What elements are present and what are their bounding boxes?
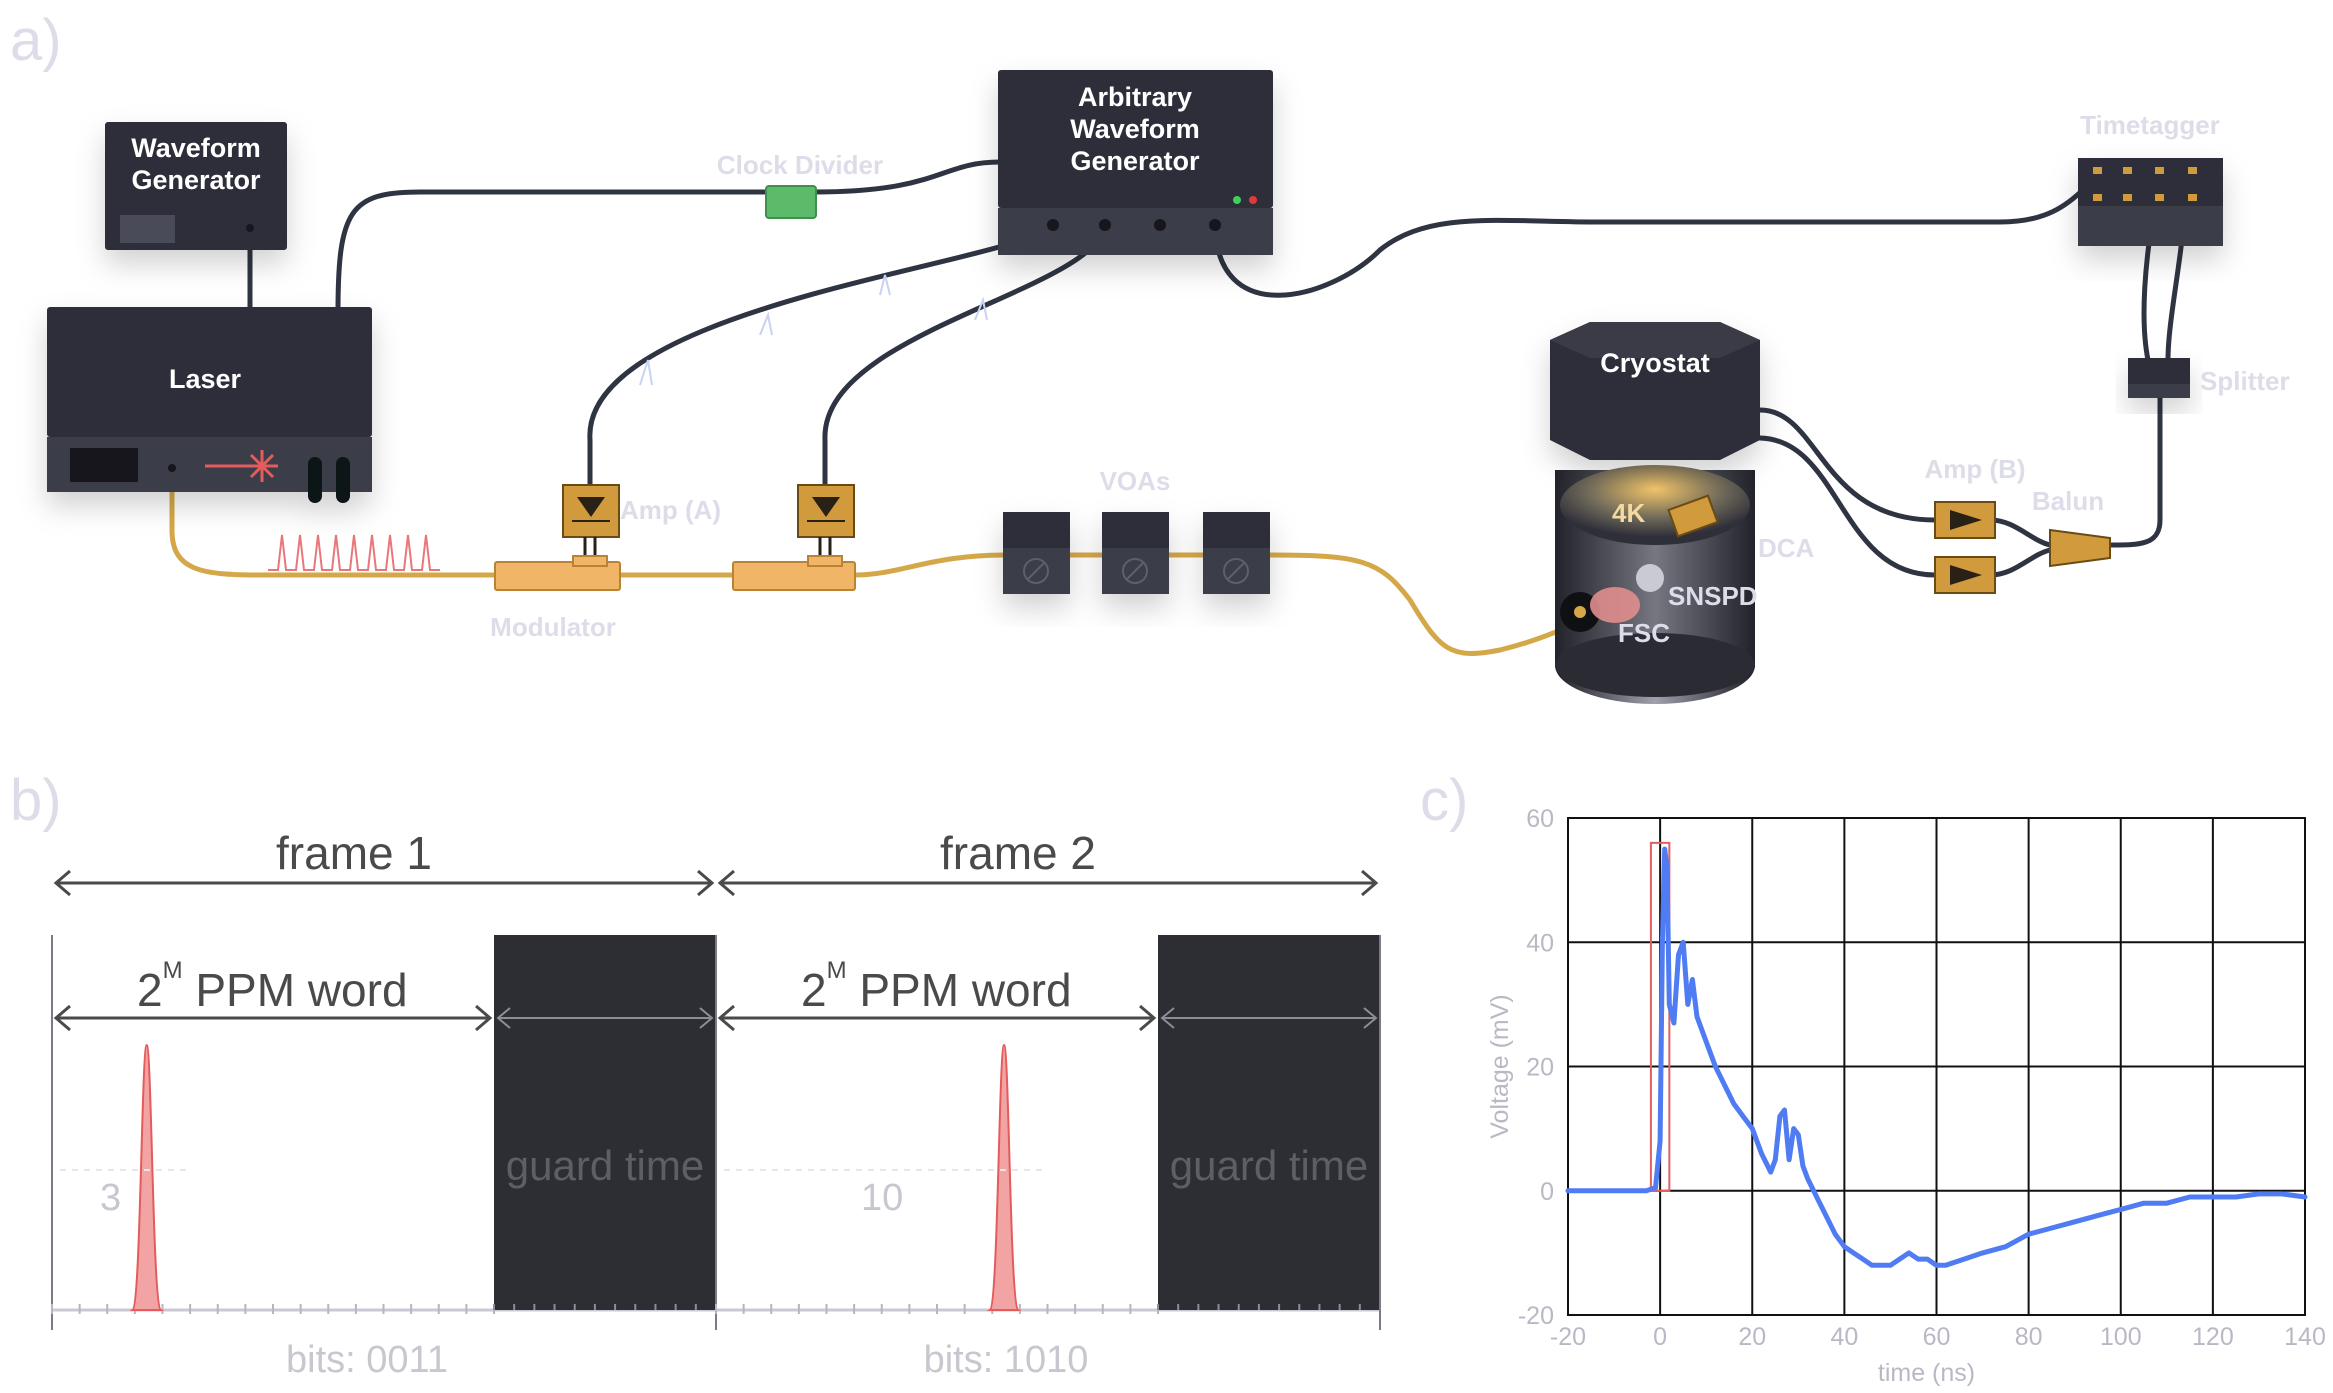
cryostat: Cryostat 4K DCA SNSPD FSC	[1550, 322, 1815, 704]
timetagger	[2078, 158, 2223, 246]
x-axis-label: time (ns)	[1878, 1359, 1975, 1387]
optical-fibers	[169, 465, 1583, 656]
guard-block	[494, 935, 716, 1310]
frame-2: frame 2 2M PPM word guard time 10 bits: 1010	[715, 827, 1380, 1381]
arrow-head-icon	[717, 869, 735, 897]
panel-a-label: a)	[10, 8, 62, 73]
voas	[1003, 512, 1270, 594]
y-tick-label: -20	[1518, 1302, 1554, 1330]
clock-divider-label: Clock Divider	[717, 150, 883, 180]
y-tick-label: 40	[1526, 929, 1554, 957]
ppm-word-label: 2M PPM word	[137, 957, 408, 1016]
amp-b-label: Amp (B)	[1924, 454, 2025, 484]
frame-1: frame 1 2M PPM word guard time 3 bits: 0011	[51, 827, 716, 1381]
amp-a-label: Amp (A)	[620, 495, 721, 525]
x-tick-label: 40	[1830, 1323, 1858, 1351]
bits-label: bits: 0011	[286, 1339, 448, 1381]
splitter-label: Splitter	[2200, 366, 2290, 396]
balun-label: Balun	[2032, 486, 2104, 516]
guard-block	[1158, 935, 1380, 1310]
frame-label: frame 2	[940, 827, 1096, 879]
slot-value-label: 3	[100, 1177, 121, 1219]
y-tick-label: 0	[1540, 1178, 1554, 1206]
arrow-head-icon	[1363, 1007, 1378, 1029]
amp-arrow-icon	[577, 497, 605, 517]
waveform-generator-label: Waveform Generator	[131, 133, 261, 195]
arbitrary-waveform-generator: Arbitrary Waveform Generator	[998, 70, 1273, 255]
arrow-head-icon	[53, 1004, 71, 1032]
arrow-head-icon	[475, 1004, 493, 1032]
y-axis-label: Voltage (mV)	[1486, 994, 1514, 1139]
amp-b	[1934, 501, 1996, 594]
arrow-head-icon	[717, 1004, 735, 1032]
ppm-word-label: 2M PPM word	[801, 957, 1072, 1016]
x-tick-label: 20	[1738, 1323, 1766, 1351]
ppm-pulse	[129, 1043, 165, 1311]
arrow-head-icon	[1361, 869, 1379, 897]
arrow-head-icon	[697, 869, 715, 897]
arrow-head-icon	[1160, 1007, 1175, 1029]
amp-arrow-icon	[1950, 565, 1982, 585]
clock-divider	[765, 185, 817, 219]
voltage-chart: -20 0 20 40 60 80 100 120 140 -20 0 20 40 60 time (ns)…	[1486, 805, 2326, 1387]
fsc-label: FSC	[1618, 618, 1670, 648]
peak-highlight-box	[1649, 841, 1671, 1192]
voas-label: VOAs	[1100, 466, 1171, 496]
modulator-label: Modulator	[490, 612, 616, 642]
modulator	[494, 555, 856, 591]
slot-value-label: 10	[861, 1177, 903, 1219]
x-tick-label: 120	[2192, 1323, 2234, 1351]
laser: Laser	[47, 307, 372, 503]
x-tick-label: 0	[1653, 1323, 1667, 1351]
bits-label: bits: 1010	[924, 1339, 1089, 1381]
timetagger-label: Timetagger	[2080, 110, 2220, 140]
pulse-train	[268, 534, 440, 571]
laser-star-icon	[246, 450, 278, 482]
y-tick-label: 20	[1526, 1054, 1554, 1082]
ppm-pulse	[986, 1043, 1022, 1311]
awg-label: Arbitrary Waveform Generator	[1070, 82, 1200, 176]
arrow-head-icon	[496, 1007, 511, 1029]
panel-b-label: b)	[10, 768, 62, 833]
waveform-generator: Waveform Generator	[105, 122, 287, 250]
y-tick-label: 60	[1526, 805, 1554, 833]
laser-label: Laser	[169, 364, 242, 394]
guard-time-label: guard time	[1170, 1142, 1368, 1189]
cryostat-label: Cryostat	[1600, 348, 1710, 378]
guard-time-label: guard time	[506, 1142, 704, 1189]
panel-c-label: c)	[1420, 768, 1468, 833]
amp-arrow-icon	[812, 497, 840, 517]
arrow-head-icon	[53, 869, 71, 897]
arrow-head-icon	[699, 1007, 714, 1029]
arrow-head-icon	[1139, 1004, 1157, 1032]
splitter	[2128, 358, 2190, 398]
voltage-trace	[1565, 846, 2308, 1268]
x-tick-label: 100	[2100, 1323, 2142, 1351]
x-tick-label: 60	[1923, 1323, 1951, 1351]
amp-arrow-icon	[1950, 510, 1982, 530]
rf-pulse-sketch	[639, 274, 988, 386]
balun	[2049, 528, 2111, 568]
x-tick-label: -20	[1550, 1323, 1586, 1351]
frame-label: frame 1	[276, 827, 432, 879]
snspd-label: SNSPD	[1668, 581, 1758, 611]
stage-label: 4K	[1612, 498, 1645, 528]
dca-label: DCA	[1758, 533, 1815, 563]
x-tick-label: 80	[2015, 1323, 2043, 1351]
x-tick-label: 140	[2284, 1323, 2326, 1351]
